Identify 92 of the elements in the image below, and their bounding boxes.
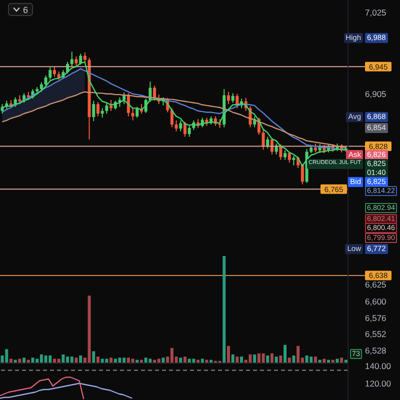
bar	[236, 356, 239, 363]
bar	[157, 358, 160, 363]
bar	[144, 358, 148, 363]
candlestick	[231, 92, 234, 104]
candlestick	[100, 108, 104, 118]
bar	[114, 358, 117, 363]
candlestick	[105, 102, 108, 114]
bar	[57, 358, 60, 363]
candlestick	[288, 151, 291, 164]
candlestick	[110, 100, 113, 112]
bar	[284, 344, 287, 363]
bar	[96, 356, 100, 363]
bar	[188, 358, 191, 363]
bar	[183, 356, 186, 363]
candlestick	[70, 51, 74, 68]
bar	[253, 354, 256, 363]
y-tick-label: 6,600	[365, 296, 387, 306]
dropdown-button: 6	[8, 3, 34, 16]
candlestick	[292, 155, 296, 166]
bar	[118, 358, 122, 363]
y-tick-label: 7,025	[365, 7, 387, 18]
candlestick	[136, 106, 139, 118]
bar	[279, 356, 282, 363]
line-series	[0, 376, 84, 400]
bar	[62, 354, 65, 363]
bar	[292, 356, 296, 363]
bar	[79, 356, 82, 363]
y-tick-label: 6,528	[365, 345, 387, 356]
bar	[296, 346, 300, 363]
bar	[314, 356, 317, 363]
candlestick	[131, 108, 134, 121]
bar	[192, 358, 196, 363]
candlestick	[92, 100, 96, 122]
candlestick	[300, 163, 304, 185]
candlestick	[74, 56, 78, 66]
bar	[231, 354, 234, 363]
candlestick	[266, 136, 270, 149]
bar	[248, 354, 252, 363]
bar	[179, 358, 182, 363]
bar	[22, 358, 26, 363]
candlestick	[44, 75, 48, 87]
candlestick	[284, 150, 287, 160]
bar	[266, 356, 270, 363]
bar	[5, 349, 8, 363]
bar	[110, 358, 113, 363]
bar	[44, 356, 48, 363]
bar	[240, 356, 244, 363]
bar	[200, 358, 204, 363]
bar	[74, 358, 78, 363]
candlestick	[174, 120, 178, 132]
bar	[70, 356, 74, 363]
bar	[48, 356, 52, 363]
bar	[100, 358, 104, 363]
bar	[226, 346, 230, 363]
bar	[322, 358, 326, 363]
bar	[262, 353, 265, 363]
candlestick	[179, 120, 182, 132]
candlestick	[52, 66, 56, 78]
candlestick	[48, 66, 52, 80]
bar	[9, 358, 12, 363]
candlestick	[170, 108, 174, 128]
annotation: 6	[23, 4, 28, 14]
y-tick-label: 6,905	[365, 88, 387, 99]
candlestick	[188, 125, 191, 138]
bar	[88, 296, 91, 363]
y-tick-label: 6,552	[365, 329, 387, 340]
bar	[162, 358, 165, 363]
bar	[31, 358, 34, 363]
bar	[274, 356, 278, 363]
y-tick-label: 140.00	[365, 360, 392, 371]
bar	[336, 358, 339, 363]
bar	[305, 356, 308, 363]
bar	[340, 358, 344, 363]
bar	[288, 358, 291, 363]
y-tick-label: 6,576	[365, 312, 387, 323]
candlestick	[118, 96, 122, 108]
candlestick	[262, 129, 265, 150]
bar	[270, 353, 274, 363]
bar	[310, 356, 313, 363]
line-series	[0, 382, 133, 399]
bar	[105, 358, 108, 363]
candlestick	[183, 121, 186, 138]
bar	[18, 358, 22, 363]
candlestick	[96, 102, 100, 117]
bar	[222, 256, 226, 363]
y-tick-label: 6,625	[365, 279, 387, 290]
bar	[92, 351, 96, 363]
bar	[148, 358, 152, 363]
bar	[131, 358, 134, 363]
y-tick-label: 120.00	[365, 378, 392, 388]
candlestick	[40, 82, 43, 92]
candlestick	[226, 91, 230, 105]
